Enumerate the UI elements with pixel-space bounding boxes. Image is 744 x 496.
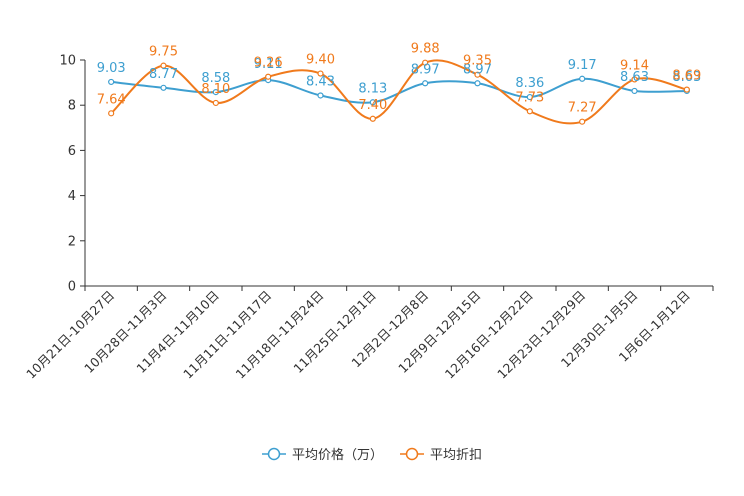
data-point[interactable] [369, 99, 376, 106]
legend-marker [405, 447, 419, 461]
legend-marker [267, 447, 281, 461]
legend-label: 平均折扣 [430, 448, 482, 463]
series-line-discount [110, 59, 688, 125]
data-label: 9.75 [149, 45, 178, 60]
y-tick-label: 8 [68, 99, 76, 114]
data-label: 9.11 [254, 57, 283, 72]
y-tick-label: 4 [68, 189, 76, 204]
data-point[interactable] [212, 99, 219, 107]
data-label: 8.13 [358, 81, 387, 96]
data-label: 7.64 [97, 92, 126, 107]
data-label: 8.69 [672, 69, 701, 84]
data-point[interactable] [265, 73, 272, 80]
data-label: 9.17 [568, 58, 597, 73]
y-tick-label: 2 [68, 234, 76, 249]
data-point[interactable] [317, 70, 324, 77]
x-tick-label: 10月21日-10月27日 [23, 288, 117, 382]
data-point[interactable] [108, 110, 115, 117]
data-label: 9.26 [254, 56, 283, 71]
legend-item-price[interactable]: 平均价格（万） [262, 447, 383, 463]
data-label: 8.97 [463, 62, 492, 77]
data-label: 8.58 [201, 71, 230, 86]
data-label: 9.88 [411, 42, 440, 57]
data-point[interactable] [631, 76, 638, 83]
data-point[interactable] [422, 80, 429, 87]
data-label: 7.40 [358, 98, 387, 113]
data-point[interactable] [422, 59, 429, 66]
x-tick-label: 12月23日-12月29日 [494, 288, 588, 382]
data-point[interactable] [631, 87, 638, 95]
legend-label: 平均价格（万） [292, 447, 383, 463]
data-point[interactable] [212, 88, 219, 96]
data-label: 9.35 [463, 54, 492, 69]
data-label: 9.03 [97, 61, 126, 76]
data-point[interactable] [526, 108, 533, 115]
x-tick-label: 12月16日-12月22日 [442, 288, 536, 382]
data-label: 8.77 [149, 67, 178, 82]
data-label: 8.63 [672, 70, 701, 85]
data-point[interactable] [317, 92, 324, 99]
data-point[interactable] [526, 93, 533, 101]
data-point[interactable] [474, 80, 481, 87]
data-labels: 9.03 8.77 8.58 9.11 8.43 8.13 8.97 8.97 8.36 9.17… [97, 42, 702, 116]
data-point[interactable] [160, 84, 167, 91]
legend[interactable]: 平均价格（万） 平均折扣 [262, 447, 482, 463]
data-point[interactable] [160, 62, 167, 69]
data-label: 8.97 [411, 62, 440, 77]
data-point[interactable] [369, 115, 376, 122]
y-tick-label: 10 [59, 54, 76, 69]
y-tick-label: 0 [68, 280, 76, 295]
data-label: 8.43 [306, 74, 335, 89]
data-label: 7.27 [568, 101, 597, 116]
legend-item-discount[interactable]: 平均折扣 [400, 447, 482, 463]
data-point[interactable] [108, 78, 115, 86]
data-point[interactable] [579, 75, 586, 82]
data-point[interactable] [474, 71, 481, 78]
data-label: 8.36 [515, 76, 544, 91]
data-label: 8.63 [620, 70, 649, 85]
x-tick-label: 11月18日-11月24日 [232, 288, 326, 382]
y-tick-label: 6 [68, 144, 76, 159]
x-tick-label: 11月11日-11月17日 [180, 288, 274, 382]
series-layer [108, 59, 690, 125]
data-point[interactable] [579, 118, 586, 125]
data-label: 9.14 [620, 58, 649, 73]
data-label: 9.40 [306, 53, 335, 68]
data-label: 8.10 [201, 82, 230, 97]
data-point[interactable] [683, 86, 690, 93]
data-label: 7.73 [515, 90, 544, 105]
